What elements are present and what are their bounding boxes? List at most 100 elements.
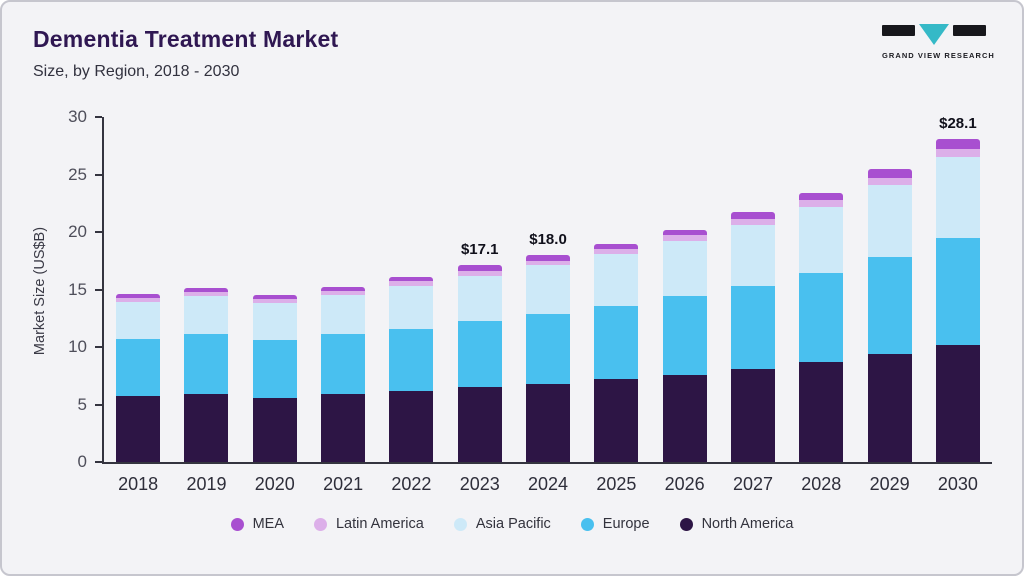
- bar-stack-2028: [799, 192, 844, 462]
- y-tick-label: 5: [77, 394, 87, 414]
- bar-segment-mea: [116, 294, 161, 298]
- legend-dot: [230, 517, 244, 531]
- bar-column-2019: 2019: [172, 117, 240, 494]
- bar-segment-north-america: [730, 368, 775, 462]
- bar-segment-asia-pacific: [799, 206, 844, 274]
- bar-segment-latin-america: [935, 149, 980, 158]
- legend-label: MEA: [252, 516, 284, 532]
- y-tick-mark: [95, 288, 102, 291]
- legend-item-asia-pacific: Asia Pacific: [453, 516, 551, 532]
- bar-column-2018: 2018: [104, 117, 172, 494]
- bar-segment-north-america: [457, 387, 502, 462]
- bar-segment-asia-pacific: [184, 296, 229, 335]
- bar-segment-europe: [321, 334, 366, 395]
- bar-segment-asia-pacific: [321, 295, 366, 335]
- bar-segment-north-america: [116, 396, 161, 462]
- y-tick-5: 5: [53, 395, 104, 415]
- x-axis-label-2021: 2021: [323, 474, 364, 494]
- y-tick-label: 30: [68, 107, 87, 126]
- bar-value-label-2024: $18.0: [529, 231, 567, 248]
- bar-stack-2022: [389, 276, 434, 462]
- bar-segment-mea: [252, 295, 297, 299]
- page-subtitle: Size, by Region, 2018 - 2030: [33, 63, 240, 80]
- legend-item-north-america: North America: [679, 516, 793, 532]
- bar-segment-europe: [184, 334, 229, 395]
- bar-segment-asia-pacific: [526, 265, 571, 314]
- bar-segment-latin-america: [184, 291, 229, 297]
- page-title: Dementia Treatment Market: [33, 26, 339, 52]
- bar-segment-latin-america: [594, 249, 639, 254]
- bar-column-2022: 2022: [377, 117, 445, 494]
- bar-segment-latin-america: [252, 298, 297, 304]
- bar-segment-asia-pacific: [389, 286, 434, 329]
- bar-segment-mea: [730, 212, 775, 220]
- y-tick-mark: [95, 116, 102, 118]
- legend-label: Asia Pacific: [475, 516, 551, 532]
- x-axis-label-2023: 2023: [459, 474, 500, 494]
- bar-segment-mea: [321, 287, 366, 291]
- bar-segment-mea: [935, 138, 980, 150]
- y-tick-mark: [95, 346, 102, 348]
- bar-segment-europe: [252, 340, 297, 398]
- bar-segment-europe: [116, 338, 161, 397]
- logo-text: GRAND VIEW RESEARCH: [882, 51, 995, 60]
- x-axis-label-2028: 2028: [801, 474, 842, 494]
- bar-column-2026: 2026: [651, 117, 719, 494]
- logo-triangle-icon: [919, 24, 949, 45]
- bar-segment-europe: [594, 305, 639, 380]
- y-tick-30: 30: [53, 107, 104, 127]
- bar-segment-asia-pacific: [457, 275, 502, 321]
- bar-segment-mea: [594, 243, 639, 250]
- legend-label: Europe: [602, 516, 650, 532]
- bar-segment-europe: [389, 328, 434, 391]
- bar-value-label-2030: $28.1: [939, 114, 977, 132]
- bar-segment-europe: [935, 237, 980, 345]
- bar-segment-north-america: [252, 397, 297, 462]
- grand-view-research-logo: GRAND VIEW RESEARCH: [882, 24, 995, 60]
- bar-segment-mea: [662, 229, 707, 236]
- x-axis-label-2027: 2027: [732, 474, 773, 494]
- bar-stack-2025: [594, 243, 639, 463]
- stacked-bar-plot-area: 0 5 10 15 20 25 30 2018 2019 2020 2021 2022 $17.1 202…: [68, 107, 992, 494]
- bar-stack-2024: [526, 255, 571, 462]
- y-tick-mark: [95, 461, 102, 463]
- x-axis-label-2018: 2018: [118, 474, 159, 494]
- bar-segment-asia-pacific: [594, 253, 639, 306]
- bar-segment-north-america: [935, 344, 980, 462]
- y-tick-label: 10: [68, 337, 87, 356]
- y-tick-20: 20: [53, 222, 104, 242]
- bar-column-2020: 2020: [241, 117, 309, 494]
- bar-segment-mea: [867, 168, 912, 178]
- bar-segment-europe: [457, 320, 502, 388]
- y-tick-label: 20: [68, 222, 87, 241]
- legend-dot: [453, 517, 467, 531]
- bar-column-2027: 2027: [719, 117, 787, 494]
- bar-segment-asia-pacific: [935, 157, 980, 238]
- bar-stack-2026: [662, 229, 707, 462]
- bar-stack-2020: [252, 295, 297, 462]
- bar-segment-europe: [730, 286, 775, 369]
- bar-segment-latin-america: [457, 271, 502, 276]
- bar-segment-latin-america: [389, 281, 434, 287]
- bar-value-label-2023: $17.1: [460, 241, 499, 259]
- bar-segment-mea: [526, 255, 571, 261]
- legend-item-latin-america: Latin America: [313, 516, 424, 532]
- bar-segment-europe: [799, 273, 844, 362]
- bar-column-2029: 2029: [855, 117, 923, 494]
- bar-segment-latin-america: [321, 290, 366, 296]
- logo-marks: [882, 24, 986, 47]
- x-axis-label-2019: 2019: [186, 474, 227, 494]
- bar-stack-2021: [321, 287, 366, 462]
- bar-segment-north-america: [867, 353, 912, 462]
- y-axis-label: Market Size (US$B): [32, 226, 48, 356]
- bar-column-2021: 2021: [309, 117, 377, 494]
- bar-stack-2023: [457, 265, 502, 462]
- y-tick-label: 15: [68, 279, 87, 299]
- bar-segment-latin-america: [799, 200, 844, 207]
- bar-segment-latin-america: [116, 297, 161, 303]
- y-tick-mark: [95, 231, 102, 233]
- logo-bar-left: [882, 25, 915, 36]
- x-axis-label-2022: 2022: [391, 474, 432, 494]
- legend-item-europe: Europe: [580, 516, 650, 532]
